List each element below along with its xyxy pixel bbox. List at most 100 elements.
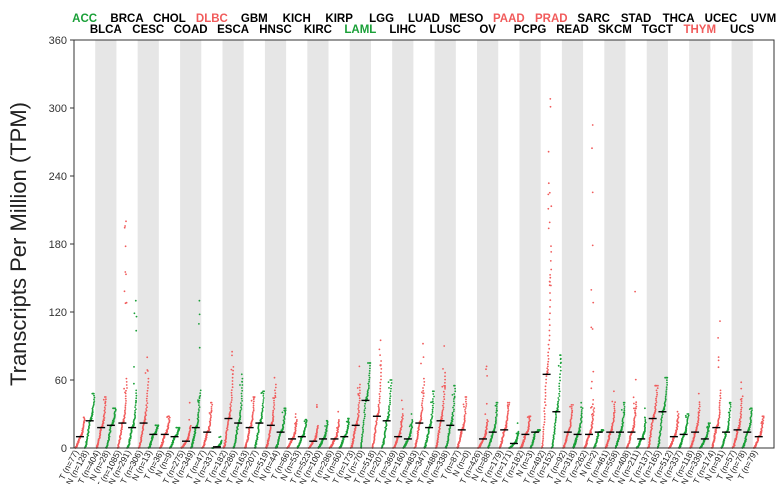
data-point xyxy=(593,411,595,413)
outlier-point xyxy=(633,402,635,405)
outlier-point xyxy=(135,401,138,403)
data-point xyxy=(548,334,551,337)
outlier-point xyxy=(260,392,263,394)
data-point xyxy=(452,410,455,412)
outlier-point xyxy=(592,403,594,406)
data-point xyxy=(209,419,212,422)
data-point xyxy=(124,411,126,414)
data-point xyxy=(554,424,557,427)
max-point xyxy=(453,384,455,387)
outlier-point xyxy=(133,312,136,315)
data-point xyxy=(284,412,287,415)
outlier-point xyxy=(590,387,593,390)
data-point xyxy=(494,416,497,419)
data-point xyxy=(232,366,235,368)
data-point xyxy=(168,416,171,419)
data-point xyxy=(134,414,137,417)
data-point xyxy=(555,413,557,416)
max-point xyxy=(761,415,764,418)
data-point xyxy=(230,401,233,404)
data-point xyxy=(558,385,561,388)
data-point xyxy=(220,439,223,442)
data-point xyxy=(431,408,434,411)
outlier-point xyxy=(281,411,284,414)
data-point xyxy=(554,418,557,421)
data-point xyxy=(420,411,423,414)
data-point xyxy=(750,414,753,416)
category-label-cesc: CESC xyxy=(132,24,164,36)
outlier-point xyxy=(453,396,456,399)
data-point xyxy=(402,414,404,417)
data-point xyxy=(272,415,275,418)
data-point xyxy=(665,390,668,392)
outlier-point xyxy=(740,387,743,390)
data-point xyxy=(93,398,95,401)
data-point xyxy=(235,429,238,432)
data-point xyxy=(362,432,364,434)
data-point xyxy=(656,391,658,394)
data-point xyxy=(541,442,544,445)
data-point xyxy=(210,416,212,419)
data-point xyxy=(273,402,275,404)
data-point xyxy=(544,404,547,407)
data-point xyxy=(547,369,549,371)
data-point xyxy=(380,375,382,377)
data-point xyxy=(167,418,170,420)
data-point xyxy=(740,408,742,411)
data-point xyxy=(147,384,149,386)
data-point xyxy=(282,419,285,422)
data-point xyxy=(252,411,254,414)
outlier-point xyxy=(549,105,552,108)
data-point xyxy=(740,406,743,409)
data-point xyxy=(665,392,668,394)
data-point xyxy=(623,409,626,412)
outlier-point xyxy=(337,425,340,428)
data-point xyxy=(283,416,286,419)
data-point xyxy=(93,394,95,397)
data-point xyxy=(432,406,434,409)
max-point xyxy=(231,350,234,353)
data-point xyxy=(135,392,138,394)
data-point xyxy=(146,406,148,409)
outlier-point xyxy=(210,410,213,413)
data-point xyxy=(443,398,446,401)
band-cesc xyxy=(137,40,159,448)
y-tick-label: 0 xyxy=(61,443,67,455)
data-point xyxy=(542,428,545,431)
data-point xyxy=(508,403,510,406)
max-point xyxy=(728,401,731,404)
category-label-esca: ESCA xyxy=(217,24,249,36)
data-point xyxy=(157,424,160,427)
band-read xyxy=(561,40,584,448)
outlier-point xyxy=(274,396,277,399)
data-point xyxy=(421,400,424,402)
data-point xyxy=(134,404,137,406)
category-bands xyxy=(95,40,753,448)
data-point xyxy=(430,413,433,416)
data-point xyxy=(378,400,381,402)
outlier-point xyxy=(409,424,412,426)
data-point xyxy=(666,381,668,384)
data-point xyxy=(741,395,744,398)
data-point xyxy=(272,406,275,408)
data-point xyxy=(654,405,656,408)
outlier-point xyxy=(557,364,560,367)
data-point xyxy=(241,384,244,386)
outlier-point xyxy=(336,427,338,429)
data-point xyxy=(496,406,498,408)
band-pcpg xyxy=(519,40,541,448)
data-point xyxy=(125,389,127,392)
data-point xyxy=(197,414,200,417)
data-point xyxy=(559,366,562,368)
max-point xyxy=(495,401,498,404)
data-point xyxy=(363,409,366,412)
data-point xyxy=(135,408,137,410)
data-point xyxy=(580,409,583,411)
data-point xyxy=(239,411,242,414)
data-point xyxy=(368,374,370,377)
outlier-point xyxy=(739,398,742,401)
data-point xyxy=(231,386,234,389)
outlier-point xyxy=(231,354,233,357)
band-lihc xyxy=(392,40,414,448)
outlier-point xyxy=(706,425,709,428)
